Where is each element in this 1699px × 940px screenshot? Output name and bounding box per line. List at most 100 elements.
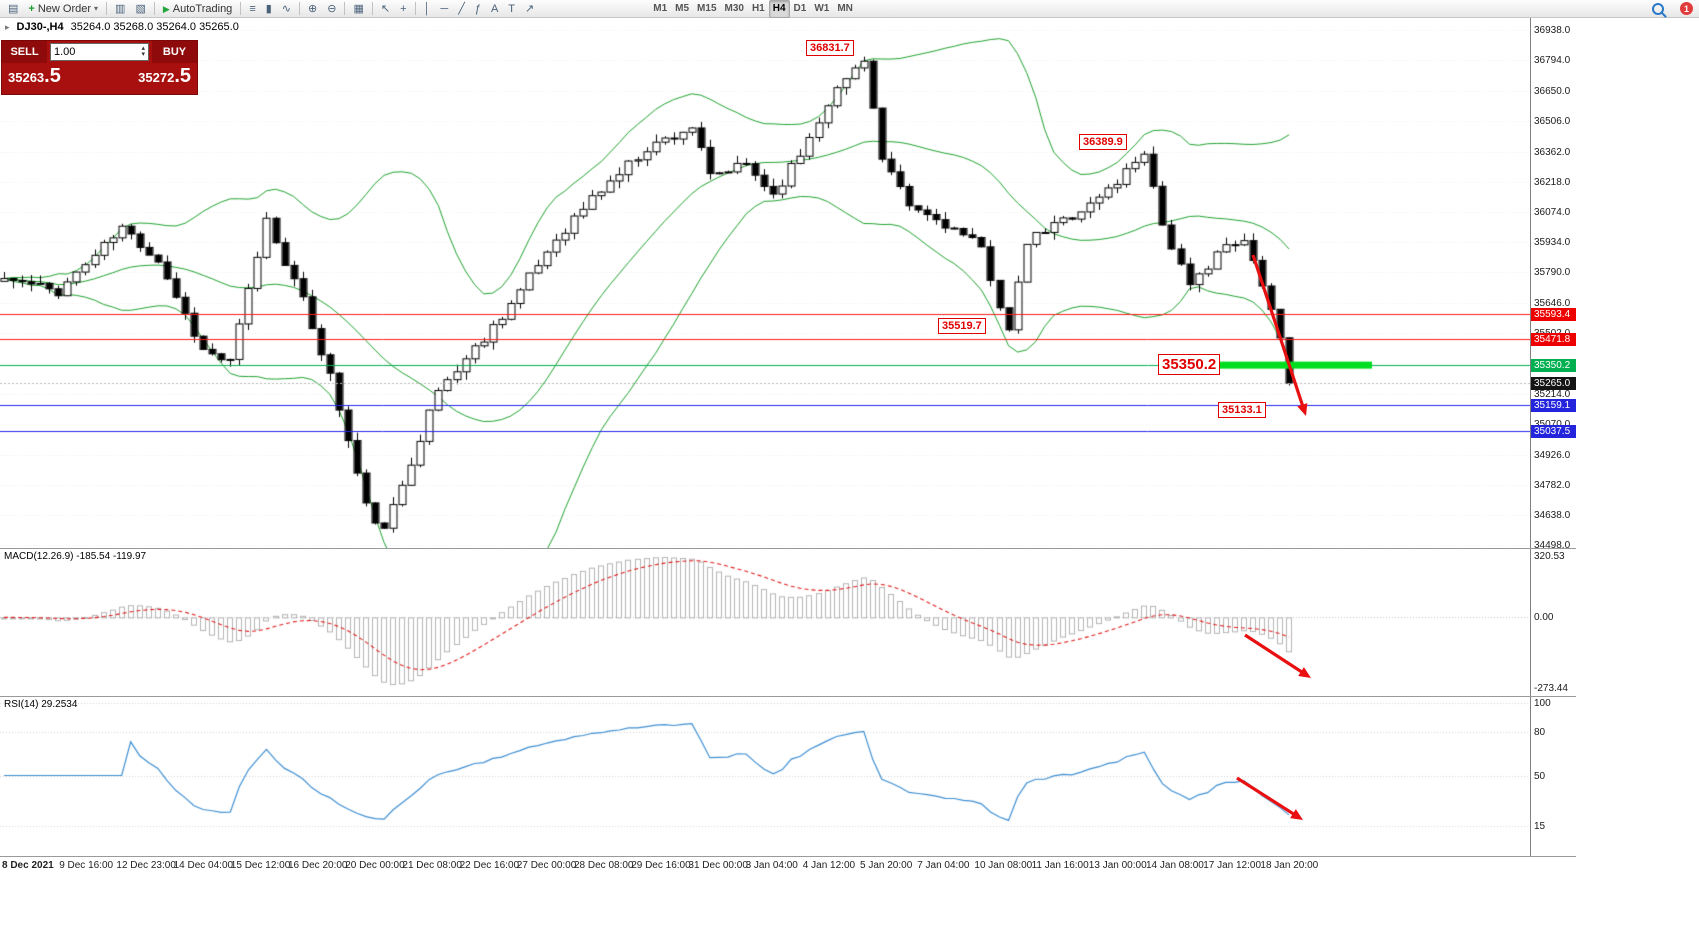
volume-up-icon[interactable]: ▴	[141, 45, 145, 52]
volume-value: 1.00	[54, 46, 76, 58]
horizontal-line-icon[interactable]: ─	[435, 0, 453, 18]
chart-profile-tools: ▥ ▧	[110, 0, 151, 18]
time-axis-label: 11 Jan 16:00	[1031, 860, 1089, 871]
trade-panel-prices: 35263.5 35272.5	[2, 63, 197, 88]
vertical-line-glyph: │	[423, 2, 431, 15]
time-axis-label: 3 Jan 04:00	[745, 860, 798, 871]
timeframe-m30[interactable]: M30	[724, 3, 744, 14]
time-axis-label: 17 Jan 12:00	[1203, 860, 1262, 871]
chart-price-label[interactable]: 36389.9	[1079, 134, 1127, 150]
cursor-icon[interactable]: ↖	[376, 0, 395, 18]
time-axis-label: 29 Dec 16:00	[631, 860, 691, 871]
cursor-glyph: ↖	[380, 2, 391, 15]
notification-badge[interactable]: 1	[1680, 2, 1693, 15]
volume-field[interactable]: 1.00 ▴ ▾	[50, 43, 149, 61]
crosshair-glyph: +	[400, 2, 407, 15]
price-axis-label: 36650.0	[1534, 85, 1571, 97]
tile-windows-icon[interactable]: ▦	[348, 0, 368, 18]
chart-tools-group: ≡ ▮ ∿ ⊕ ⊖ ▦ ↖ + │ ─ ╱ ƒ A T ↗	[244, 0, 539, 18]
chart-window: ▸ DJ30-,H4 35264.0 35268.0 35264.0 35265…	[0, 18, 1576, 876]
zoom-out-glyph: ⊖	[327, 2, 337, 15]
timeframe-m5[interactable]: M5	[675, 3, 690, 14]
symbol-ohlc: 35264.0 35268.0 35264.0 35265.0	[70, 21, 239, 33]
price-axis-label: 34638.0	[1534, 510, 1571, 522]
price-tag: 35593.4	[1531, 307, 1576, 321]
timeframe-d1[interactable]: D1	[793, 3, 807, 14]
time-axis-label: 12 Dec 23:00	[116, 860, 176, 871]
fibonacci-icon[interactable]: ƒ	[470, 0, 486, 18]
volume-spinner: ▴ ▾	[141, 45, 145, 58]
chart-price-label[interactable]: 35350.2	[1158, 354, 1221, 375]
time-axis-label: 13 Jan 00:00	[1088, 860, 1147, 871]
time-axis-label: 14 Jan 08:00	[1146, 860, 1204, 871]
candlestick-chart[interactable]	[0, 18, 1530, 548]
profiles-icon[interactable]: ▧	[130, 0, 150, 18]
crosshair-icon[interactable]: +	[395, 0, 411, 18]
price-axis[interactable]: 36938.0 36794.0 36650.0 36506.0 36362.0 36218…	[1530, 18, 1576, 551]
arrows-icon[interactable]: ↗	[520, 0, 539, 18]
search-icon[interactable]	[1652, 2, 1664, 15]
timeframe-m15[interactable]: M15	[697, 3, 717, 14]
price-tag: 35265.0	[1531, 377, 1576, 391]
trendline-glyph: ╱	[458, 2, 465, 15]
chart-window-icon: ▤	[8, 2, 19, 15]
candles-chart-icon[interactable]: ▮	[261, 0, 277, 18]
new-order-button[interactable]: + New Order ▾	[23, 1, 103, 17]
volume-down-icon[interactable]: ▾	[141, 51, 145, 58]
symbol-info: ▸ DJ30-,H4 35264.0 35268.0 35264.0 35265…	[5, 21, 239, 33]
price-axis-label: 35934.0	[1534, 236, 1571, 248]
text-icon[interactable]: A	[486, 0, 503, 18]
price-axis-label: 34498.0	[1534, 540, 1571, 551]
time-axis-label: 28 Dec 08:00	[574, 860, 634, 871]
trendline-icon[interactable]: ╱	[453, 0, 470, 18]
timeframes-group: M1 M5 M15 M30 H1 H4 D1 W1 MN	[649, 0, 857, 18]
toolbar-separator	[240, 2, 242, 15]
timeframe-h1[interactable]: H1	[751, 3, 765, 14]
price-axis-label: 34782.0	[1534, 480, 1571, 492]
line-chart-icon[interactable]: ∿	[277, 0, 296, 18]
macd-chart[interactable]	[0, 549, 1530, 696]
time-axis-label: 27 Dec 00:00	[516, 860, 577, 871]
new-order-icon: +	[28, 2, 35, 15]
macd-panel: MACD(12.26.9) -185.54 -119.97 320.53 0.00…	[0, 549, 1576, 697]
text-label-icon[interactable]: T	[503, 0, 520, 18]
timeframe-h4[interactable]: H4	[768, 0, 790, 18]
new-chart-icon[interactable]: ▥	[110, 0, 130, 18]
bars-chart-icon[interactable]: ≡	[244, 0, 260, 18]
rsi-axis-label: 50	[1534, 770, 1546, 782]
sell-button[interactable]: SELL	[2, 41, 47, 63]
rsi-chart[interactable]	[0, 697, 1530, 856]
time-axis-label: 15 Dec 12:00	[230, 860, 291, 871]
buy-button[interactable]: BUY	[152, 41, 197, 63]
price-axis-label: 36074.0	[1534, 207, 1571, 219]
timeframe-m1[interactable]: M1	[653, 3, 668, 14]
zoom-in-icon[interactable]: ⊕	[303, 0, 322, 18]
line-chart-glyph: ∿	[281, 2, 292, 15]
sell-price: 35263.5	[8, 65, 61, 87]
chart-price-label[interactable]: 36831.7	[806, 40, 854, 56]
chart-price-label[interactable]: 35133.1	[1218, 402, 1266, 418]
time-axis-label: 21 Dec 08:00	[402, 860, 462, 871]
horizontal-line-glyph: ─	[440, 2, 449, 15]
chart-menu-icon[interactable]: ▤	[3, 0, 23, 18]
toolbar-separator	[153, 2, 155, 15]
autotrading-button[interactable]: ▶ AutoTrading	[158, 1, 237, 17]
candles-chart-glyph: ▮	[265, 2, 272, 15]
toolbar-separator	[414, 2, 416, 15]
rsi-label: RSI(14) 29.2534	[4, 699, 78, 710]
price-tag: 35350.2	[1531, 359, 1576, 373]
price-tag: 35471.8	[1531, 333, 1576, 347]
timeframe-mn[interactable]: MN	[837, 3, 853, 14]
vertical-line-icon[interactable]: │	[419, 0, 436, 18]
price-axis-label: 35790.0	[1534, 267, 1571, 279]
trade-panel-controls: SELL 1.00 ▴ ▾ BUY	[2, 41, 197, 63]
profiles-glyph: ▧	[135, 2, 146, 15]
chart-price-label[interactable]: 35519.7	[938, 318, 986, 334]
zoom-out-icon[interactable]: ⊖	[322, 0, 341, 18]
macd-axis-label: 0.00	[1534, 612, 1554, 624]
time-axis[interactable]: 8 Dec 2021 9 Dec 16:00 12 Dec 23:00 14 Dec …	[0, 857, 1576, 875]
timeframe-w1[interactable]: W1	[814, 3, 830, 14]
time-axis-label: 14 Dec 04:00	[173, 860, 234, 871]
rsi-panel: RSI(14) 29.2534 100 80 50 15	[0, 697, 1576, 857]
